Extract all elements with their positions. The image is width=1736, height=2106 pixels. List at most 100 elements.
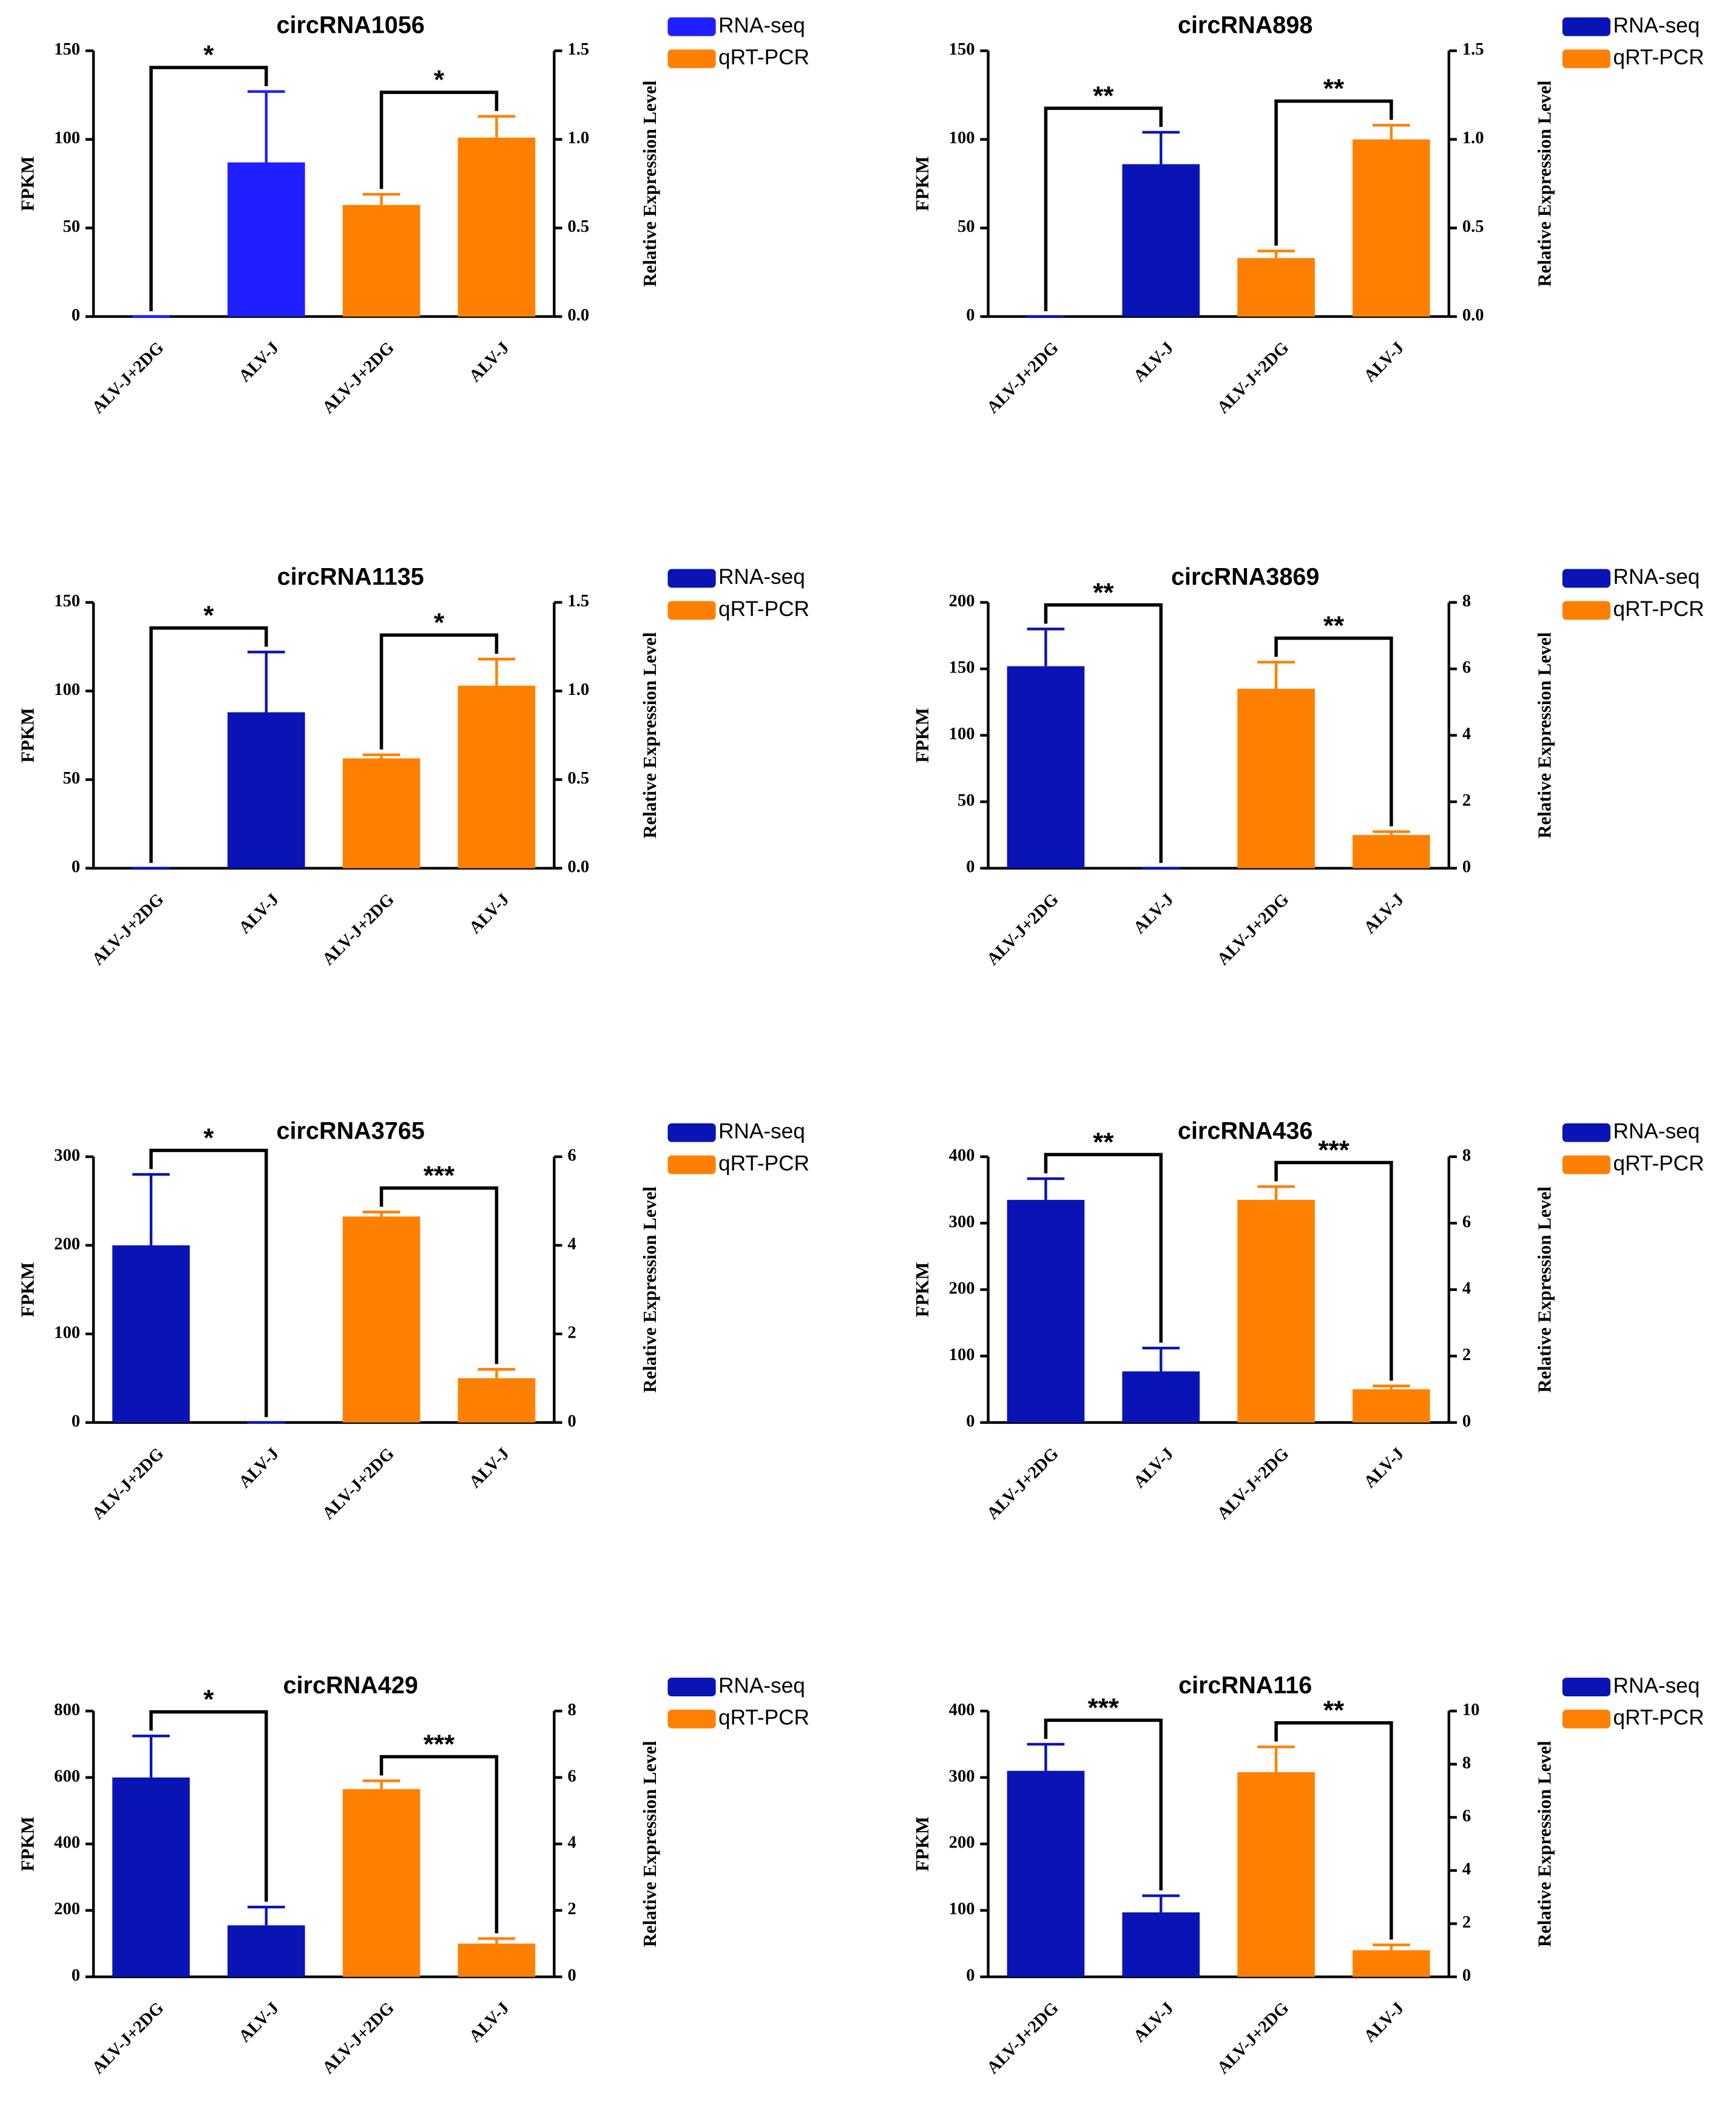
y-tick-label: 0 (72, 858, 80, 876)
chart-title: circRNA436 (1178, 1118, 1312, 1145)
legend-swatch (667, 17, 716, 36)
y2-tick-label: 4 (567, 1234, 576, 1253)
y2-tick-label: 0.5 (567, 217, 589, 236)
legend-swatch (1562, 1678, 1611, 1697)
x-tick-label: ALV-J (1130, 890, 1177, 938)
y-tick-label: 50 (958, 217, 975, 236)
bar (1237, 688, 1315, 868)
y2-tick-label: 0 (1462, 858, 1471, 876)
bar (1353, 1389, 1430, 1423)
significance-label: ** (1323, 1696, 1345, 1725)
y-tick-label: 200 (54, 1234, 80, 1253)
legend-label: RNA-seq (1613, 565, 1700, 589)
y-tick-label: 200 (949, 1833, 975, 1852)
x-tick-label: ALV-J+2DG (319, 1444, 398, 1523)
y2-tick-label: 1.5 (567, 40, 589, 59)
significance-bracket (379, 1186, 499, 1364)
y-axis-label: FPKM (17, 1817, 38, 1872)
y-axis-label: FPKM (912, 1262, 933, 1318)
y2-tick-label: 0.0 (567, 306, 589, 325)
legend-label: RNA-seq (1613, 1120, 1700, 1143)
y2-axis-label: Relative Expression Level (1535, 1186, 1555, 1392)
significance-label: ** (1093, 1127, 1114, 1157)
error-bar (1142, 1347, 1180, 1372)
significance-label: *** (1318, 1136, 1349, 1165)
y-tick-label: 400 (949, 1146, 975, 1165)
y-tick-label: 100 (54, 1323, 80, 1342)
error-bar (1373, 124, 1410, 140)
x-tick-label: ALV-J+2DG (319, 1999, 398, 2077)
error-bar (1027, 1177, 1065, 1200)
y-axis-label: FPKM (17, 156, 38, 211)
x-tick-label: ALV-J (235, 1444, 283, 1492)
y-tick-label: 400 (54, 1833, 80, 1852)
y-tick-label: 150 (949, 40, 975, 59)
significance-bracket (149, 1710, 268, 1902)
y2-tick-label: 6 (1462, 1213, 1471, 1231)
x-tick-label: ALV-J (1130, 1444, 1177, 1492)
x-tick-label: ALV-J+2DG (984, 1444, 1062, 1523)
legend-swatch (667, 1123, 716, 1142)
error-bar (1373, 1943, 1410, 1951)
significance-bracket (1044, 106, 1163, 311)
y2-tick-label: 0 (567, 1412, 576, 1431)
y-tick-label: 100 (949, 1900, 975, 1918)
bar (112, 1777, 190, 1977)
bar (227, 1925, 305, 1977)
x-tick-label: ALV-J+2DG (1214, 1444, 1292, 1523)
legend-swatch (667, 569, 716, 588)
significance-label: ** (1093, 578, 1114, 608)
y-axis-label: FPKM (912, 708, 933, 763)
legend-label: RNA-seq (1613, 1674, 1700, 1698)
x-tick-label: ALV-J (1130, 1999, 1177, 2046)
x-tick-label: ALV-J+2DG (984, 890, 1062, 969)
chart-panel: circRNA3869 0 50 100 150 200 0 2 4 6 8 FPKM Relative… (912, 563, 1704, 969)
y2-tick-label: 1.0 (1462, 129, 1484, 147)
y2-tick-label: 8 (567, 1701, 576, 1719)
error-bar (478, 1368, 516, 1378)
x-tick-label: ALV-J+2DG (984, 1999, 1062, 2077)
chart-title: circRNA3869 (1171, 563, 1319, 590)
bar (1007, 1770, 1085, 1977)
significance-bracket (379, 90, 499, 189)
legend-swatch (1562, 1155, 1611, 1174)
y-axis-label: FPKM (17, 1262, 38, 1318)
bar (1007, 666, 1085, 868)
y2-tick-label: 0 (567, 1966, 576, 1985)
significance-label: * (203, 601, 214, 631)
y-tick-label: 400 (949, 1701, 975, 1719)
significance-bracket (1044, 603, 1163, 863)
error-bar (478, 657, 516, 686)
y-tick-label: 150 (949, 659, 975, 677)
y-axis-label: FPKM (17, 708, 38, 763)
x-tick-label: ALV-J (466, 890, 513, 938)
significance-label: *** (1088, 1693, 1120, 1722)
legend-label: qRT-PCR (718, 1151, 809, 1175)
chart-panel: circRNA1056 0 50 100 150 0.0 0.5 1.0 1.5 FPKM Rela… (17, 12, 809, 418)
y-tick-label: 50 (958, 791, 975, 810)
significance-bracket (1274, 99, 1393, 246)
chart-panel: circRNA429 0 200 400 600 800 0 2 4 6 8 FPKM Relative… (17, 1672, 809, 2077)
x-tick-label: ALV-J (235, 890, 283, 938)
y-tick-label: 300 (949, 1767, 975, 1786)
significance-label: * (434, 65, 445, 95)
y-tick-label: 100 (949, 129, 975, 147)
y2-tick-label: 10 (1462, 1701, 1480, 1719)
y-tick-label: 600 (54, 1767, 80, 1786)
significance-bracket (1274, 1160, 1393, 1381)
y2-tick-label: 8 (1462, 1146, 1471, 1165)
legend-swatch (1562, 1123, 1611, 1142)
error-bar (1373, 1384, 1410, 1390)
legend-label: qRT-PCR (718, 46, 809, 69)
significance-bracket (1044, 1718, 1163, 1891)
error-bar (478, 1937, 516, 1944)
chart-title: circRNA1135 (277, 563, 424, 590)
error-bar (362, 1210, 400, 1217)
y-tick-label: 800 (54, 1701, 80, 1719)
y-tick-label: 0 (72, 1412, 80, 1431)
y-tick-label: 0 (72, 1966, 80, 1985)
x-tick-label: ALV-J (1130, 339, 1177, 386)
y2-tick-label: 4 (1462, 1860, 1471, 1879)
error-bar (1027, 1742, 1065, 1771)
